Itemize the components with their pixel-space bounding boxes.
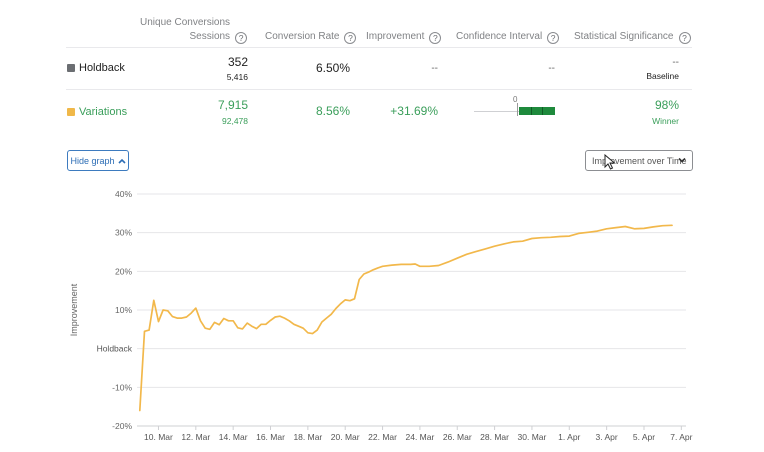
table-divider [66,47,692,48]
row-holdback-name: Holdback [79,62,125,74]
x-tick-label: 16. Mar [256,432,285,442]
x-tick-label: 1. Apr [558,432,580,442]
x-tick-label: 12. Mar [181,432,210,442]
help-icon[interactable]: ? [547,32,560,44]
variations-improvement: +31.69% [390,104,438,118]
x-tick-label: 28. Mar [480,432,509,442]
holdback-conversion-rate: 6.50% [315,61,350,75]
ci-bar [519,107,555,115]
header-statistical-significance: Statistical Significance ? [574,30,691,44]
improvement-chart: 40% 30% 20% 10% -10% -20% Holdback 10. Mar 12. M… [97,189,693,442]
x-tick-label: 26. Mar [443,432,472,442]
y-tick-label: 30% [115,228,132,238]
metric-select[interactable]: Improvement over Time [585,150,693,171]
x-tick-label: 3. Apr [596,432,618,442]
holdback-significance-note: Baseline [646,71,679,81]
x-tick-label: 14. Mar [219,432,248,442]
y-tick-label: 40% [115,189,132,199]
header-conversion-rate-label: Conversion Rate [265,31,340,42]
variations-swatch [67,108,75,116]
ci-tick [542,107,543,115]
header-conversion-rate: Conversion Rate ? [265,30,357,44]
x-tick-label: 20. Mar [331,432,360,442]
holdback-improvement: -- [431,63,438,74]
hide-graph-button[interactable]: Hide graph [67,150,129,171]
holdback-sessions: 5,416 [226,72,248,82]
help-icon[interactable]: ? [344,32,357,44]
variations-significance: 98% [654,98,679,112]
mouse-cursor-icon [604,154,616,170]
ci-zero-label: 0 [513,95,518,104]
series-line-variations [138,224,673,412]
help-icon[interactable]: ? [429,32,442,44]
header-improvement-label: Improvement [366,31,425,42]
x-tick-label: 5. Apr [633,432,655,442]
x-tick-label: 10. Mar [144,432,173,442]
header-conversions: Unique Conversions Sessions ? [140,16,248,44]
hide-graph-label: Hide graph [70,155,115,166]
y-tick-label: -20% [112,421,132,431]
holdback-conversions: 352 [227,55,248,69]
y-tick-label: -10% [112,382,132,392]
holdback-swatch [67,64,75,72]
header-confidence-interval-label: Confidence Interval [456,31,543,42]
row-variations-name: Variations [79,106,128,118]
header-confidence-interval: Confidence Interval ? [456,30,560,44]
chevron-down-icon [678,157,686,163]
chevron-up-icon [117,158,126,164]
variations-conversions: 7,915 [217,98,248,112]
x-tick-label: 24. Mar [405,432,434,442]
ci-axis [474,111,554,112]
variations-conversion-rate: 8.56% [315,104,350,118]
header-conversions-line1: Unique Conversions [140,17,231,28]
y-tick-label: 20% [115,266,132,276]
help-icon[interactable]: ? [678,32,691,44]
row-variations-label: Variations [67,106,127,118]
row-holdback-label: Holdback [67,62,125,74]
variations-confidence-interval: 0 [474,95,558,124]
table-divider [66,89,692,90]
y-tick-label: 10% [115,305,132,315]
ci-tick [531,107,532,115]
header-statistical-significance-label: Statistical Significance [574,31,674,42]
holdback-significance: -- [672,57,679,68]
ci-zero-line [517,103,518,116]
x-tick-label: 30. Mar [518,432,547,442]
baseline-label: Holdback [97,344,133,354]
x-tick-label: 7. Apr [670,432,692,442]
help-icon[interactable]: ? [235,32,248,44]
variations-sessions: 92,478 [222,116,248,126]
x-tick-label: 18. Mar [293,432,322,442]
metric-select-value: Improvement over Time [592,155,687,166]
x-tick-label: 22. Mar [368,432,397,442]
header-conversions-line2: Sessions [189,31,231,42]
header-improvement: Improvement ? [366,30,442,44]
holdback-confidence-interval: -- [548,63,555,74]
variations-significance-note: Winner [652,116,679,126]
